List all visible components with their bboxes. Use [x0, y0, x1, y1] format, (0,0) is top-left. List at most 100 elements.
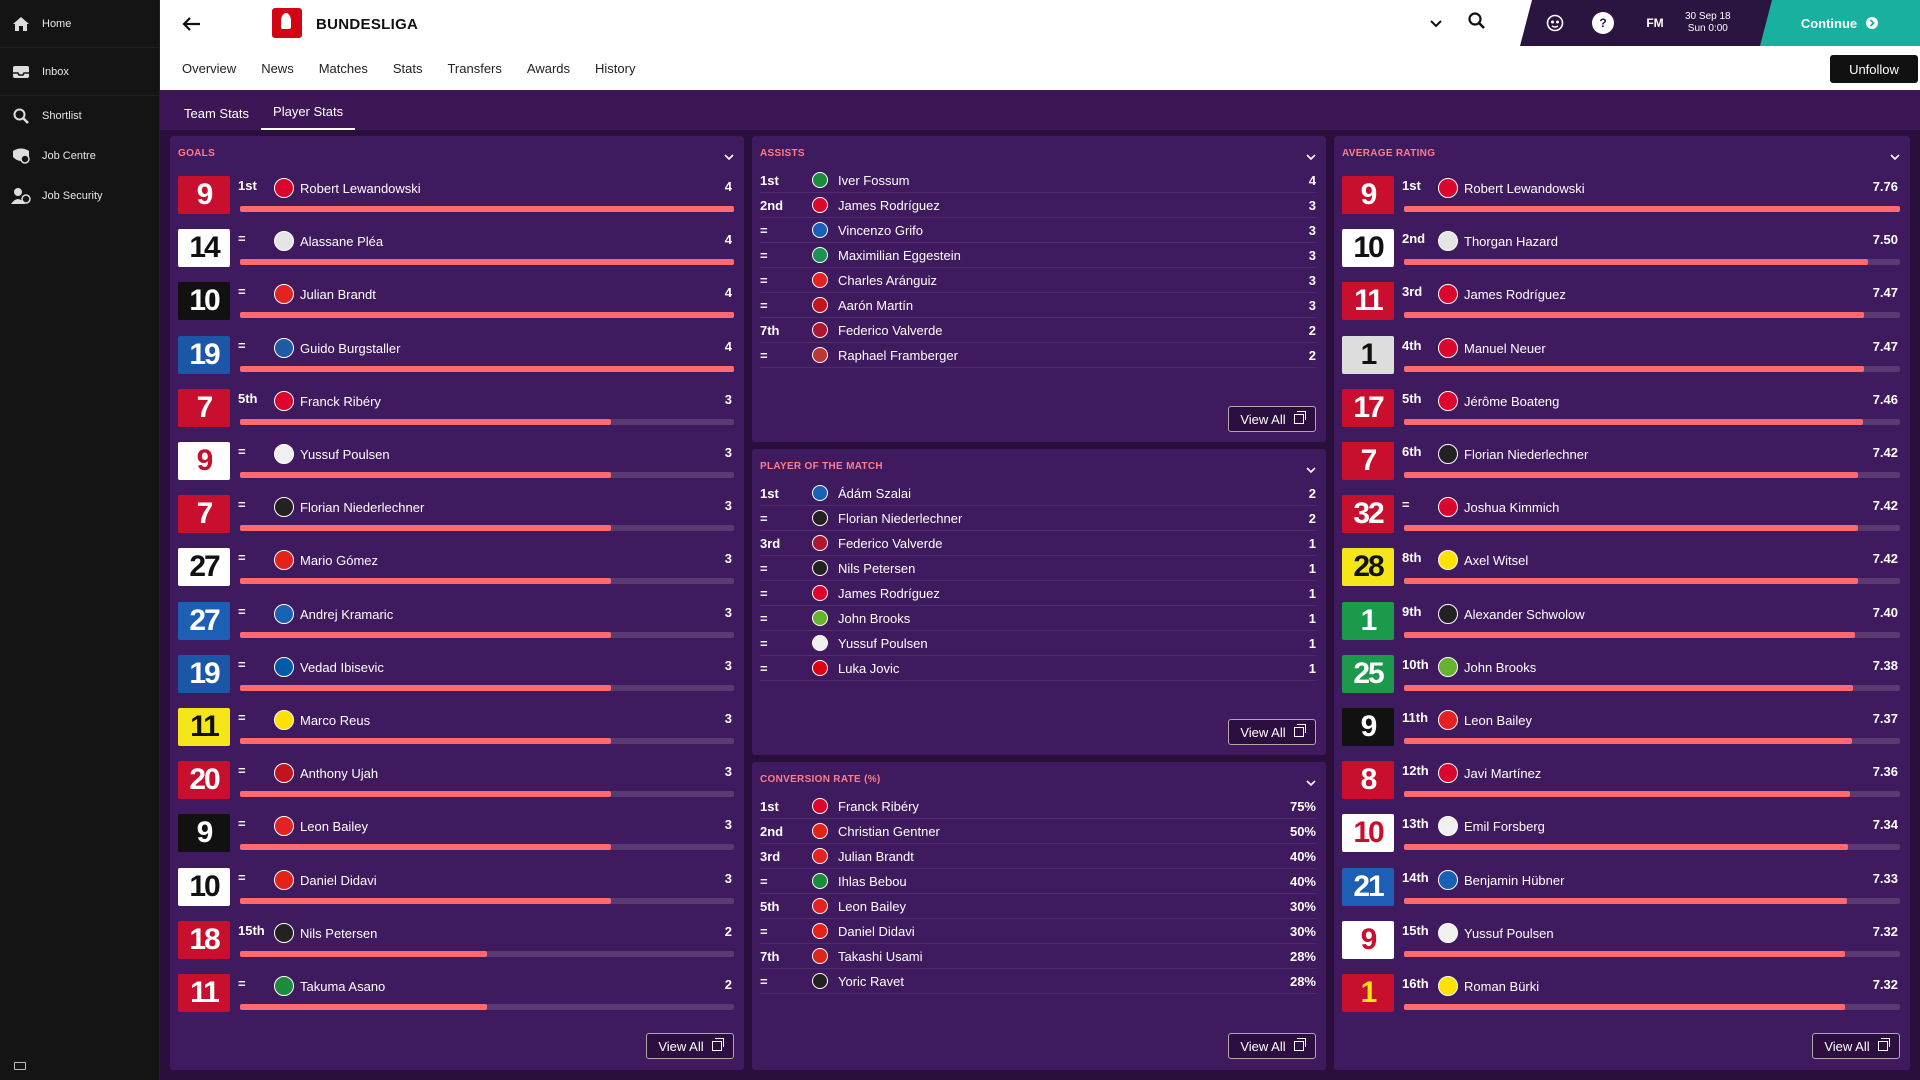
player-name[interactable]: Emil Forsberg	[1464, 819, 1545, 835]
view-all-button[interactable]: View All	[646, 1033, 734, 1059]
player-name[interactable]: Leon Bailey	[1464, 713, 1532, 728]
list-item[interactable]: = Daniel Didavi 30%	[760, 919, 1316, 944]
chevron-down-icon[interactable]	[1306, 774, 1316, 792]
player-name[interactable]: Takuma Asano	[300, 979, 386, 994]
player-name[interactable]: Alassane Pléa	[300, 234, 384, 250]
player-name[interactable]: Alexander Schwolow	[1464, 606, 1585, 622]
sidebar-item-job-centre[interactable]: Job Centre	[0, 136, 159, 176]
list-item[interactable]: 32 = Joshua Kimmich 7.42	[1342, 491, 1900, 544]
list-item[interactable]: 3rd Federico Valverde 1	[760, 531, 1316, 556]
player-name[interactable]: Daniel Didavi	[300, 872, 377, 888]
chevron-down-icon[interactable]	[1306, 461, 1316, 479]
list-item[interactable]: = James Rodríguez 1	[760, 581, 1316, 606]
tab-history[interactable]: History	[595, 61, 636, 76]
player-name[interactable]: Jérôme Boateng	[1464, 393, 1560, 409]
player-name[interactable]: Yussuf Poulsen	[1464, 925, 1554, 941]
list-item[interactable]: 27 = Andrej Kramaric 3	[178, 598, 734, 651]
tab-awards[interactable]: Awards	[526, 61, 571, 76]
list-item[interactable]: = Vincenzo Grifo 3	[760, 218, 1316, 243]
player-name[interactable]: Roman Bürki	[1464, 979, 1540, 994]
list-item[interactable]: = Charles Aránguiz 3	[760, 268, 1316, 293]
sidebar-item-home[interactable]: Home	[0, 0, 159, 48]
player-name[interactable]: Aarón Martín	[838, 298, 914, 313]
player-name[interactable]: Federico Valverde	[838, 536, 943, 551]
player-name[interactable]: Vedad Ibisevic	[300, 659, 384, 675]
list-item[interactable]: 11 3rd James Rodríguez 7.47	[1342, 278, 1900, 331]
list-item[interactable]: 1st Iver Fossum 4	[760, 168, 1316, 193]
help-button[interactable]: ?	[1592, 12, 1614, 34]
view-all-button[interactable]: View All	[1812, 1033, 1900, 1059]
list-item[interactable]: = John Brooks 1	[760, 606, 1316, 631]
chevron-down-icon[interactable]	[1306, 148, 1316, 166]
player-name[interactable]: Mario Gómez	[300, 553, 379, 569]
player-name[interactable]: Robert Lewandowski	[300, 181, 421, 196]
player-name[interactable]: Florian Niederlechner	[300, 500, 425, 516]
list-item[interactable]: 3rd Julian Brandt 40%	[760, 844, 1316, 869]
continue-button[interactable]: Continue	[1760, 0, 1920, 46]
view-all-button[interactable]: View All	[1228, 406, 1316, 432]
player-name[interactable]: Yussuf Poulsen	[838, 636, 928, 651]
tab-stats[interactable]: Stats	[382, 58, 433, 93]
player-name[interactable]: Benjamin Hübner	[1464, 872, 1565, 888]
player-name[interactable]: Andrej Kramaric	[300, 606, 394, 622]
player-name[interactable]: Florian Niederlechner	[838, 511, 963, 526]
player-name[interactable]: Marco Reus	[300, 713, 371, 728]
player-name[interactable]: James Rodríguez	[1464, 287, 1566, 303]
list-item[interactable]: 8 12th Javi Martínez 7.36	[1342, 757, 1900, 810]
sidebar-item-shortlist[interactable]: Shortlist	[0, 96, 159, 136]
player-name[interactable]: Thorgan Hazard	[1464, 234, 1558, 250]
list-item[interactable]: = Ihlas Bebou 40%	[760, 869, 1316, 894]
player-name[interactable]: Florian Niederlechner	[1464, 447, 1589, 462]
list-item[interactable]: = Yoric Ravet 28%	[760, 969, 1316, 994]
list-item[interactable]: 20 = Anthony Ujah 3	[178, 757, 734, 810]
list-item[interactable]: 9 1st Robert Lewandowski 4	[178, 172, 734, 225]
list-item[interactable]: 10 13th Emil Forsberg 7.34	[1342, 810, 1900, 863]
view-all-button[interactable]: View All	[1228, 719, 1316, 745]
list-item[interactable]: 11 = Takuma Asano 2	[178, 970, 734, 1023]
list-item[interactable]: 21 14th Benjamin Hübner 7.33	[1342, 864, 1900, 917]
list-item[interactable]: 7 = Florian Niederlechner 3	[178, 491, 734, 544]
chevron-down-icon[interactable]	[1890, 148, 1900, 166]
player-name[interactable]: Nils Petersen	[838, 561, 916, 576]
list-item[interactable]: 1 4th Manuel Neuer 7.47	[1342, 332, 1900, 385]
list-item[interactable]: 7th Federico Valverde 2	[760, 318, 1316, 343]
list-item[interactable]: 1st Ádám Szalai 2	[760, 481, 1316, 506]
list-item[interactable]: 10 = Daniel Didavi 3	[178, 864, 734, 917]
list-item[interactable]: 2nd Christian Gentner 50%	[760, 819, 1316, 844]
player-name[interactable]: Luka Jovic	[838, 661, 900, 676]
list-item[interactable]: 7 5th Franck Ribéry 3	[178, 385, 734, 438]
player-name[interactable]: Javi Martínez	[1464, 766, 1542, 782]
list-item[interactable]: 10 = Julian Brandt 4	[178, 278, 734, 331]
list-item[interactable]: 19 = Guido Burgstaller 4	[178, 332, 734, 385]
tab-transfers[interactable]: Transfers	[447, 61, 502, 76]
player-name[interactable]: James Rodríguez	[838, 586, 940, 601]
list-item[interactable]: 9 11th Leon Bailey 7.37	[1342, 704, 1900, 757]
list-item[interactable]: 9 15th Yussuf Poulsen 7.32	[1342, 917, 1900, 970]
list-item[interactable]: = Aarón Martín 3	[760, 293, 1316, 318]
list-item[interactable]: 10 2nd Thorgan Hazard 7.50	[1342, 225, 1900, 278]
list-item[interactable]: 7 6th Florian Niederlechner 7.42	[1342, 438, 1900, 491]
tab-news[interactable]: News	[261, 61, 294, 76]
list-item[interactable]: 18 15th Nils Petersen 2	[178, 917, 734, 970]
list-item[interactable]: 1 16th Roman Bürki 7.32	[1342, 970, 1900, 1023]
tab-matches[interactable]: Matches	[318, 61, 368, 76]
player-name[interactable]: Manuel Neuer	[1464, 340, 1546, 356]
list-item[interactable]: 19 = Vedad Ibisevic 3	[178, 651, 734, 704]
player-name[interactable]: Ihlas Bebou	[838, 874, 907, 889]
player-name[interactable]: Christian Gentner	[838, 824, 940, 839]
player-name[interactable]: Robert Lewandowski	[1464, 181, 1585, 196]
subtab-team-stats[interactable]: Team Stats	[184, 106, 250, 121]
list-item[interactable]: = Luka Jovic 1	[760, 656, 1316, 681]
fm-menu-button[interactable]: FM	[1638, 12, 1672, 34]
list-item[interactable]: 11 = Marco Reus 3	[178, 704, 734, 757]
player-name[interactable]: Franck Ribéry	[300, 393, 381, 409]
player-name[interactable]: John Brooks	[1464, 659, 1537, 675]
sidebar-item-inbox[interactable]: Inbox	[0, 48, 159, 96]
list-item[interactable]: 14 = Alassane Pléa 4	[178, 225, 734, 278]
back-button[interactable]	[178, 12, 206, 36]
list-item[interactable]: 5th Leon Bailey 30%	[760, 894, 1316, 919]
player-name[interactable]: Charles Aránguiz	[838, 273, 937, 288]
list-item[interactable]: 17 5th Jérôme Boateng 7.46	[1342, 385, 1900, 438]
list-item[interactable]: 9 = Yussuf Poulsen 3	[178, 438, 734, 491]
player-name[interactable]: Federico Valverde	[838, 323, 943, 338]
